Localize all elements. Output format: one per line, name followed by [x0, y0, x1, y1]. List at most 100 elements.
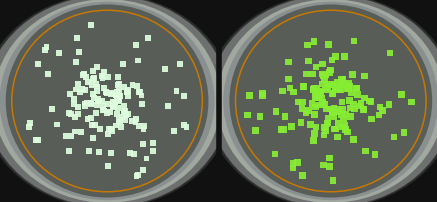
- Point: [183, 125, 190, 129]
- Point: [74, 113, 81, 116]
- Point: [95, 98, 102, 101]
- Point: [101, 86, 108, 89]
- Point: [150, 149, 157, 153]
- Point: [305, 59, 312, 62]
- Point: [344, 87, 351, 90]
- Point: [83, 75, 90, 78]
- Point: [327, 107, 334, 111]
- Point: [113, 112, 120, 116]
- Point: [123, 90, 130, 93]
- Point: [351, 39, 358, 43]
- Point: [338, 77, 345, 80]
- Point: [323, 107, 330, 110]
- Ellipse shape: [205, 0, 437, 202]
- Point: [329, 111, 336, 114]
- Ellipse shape: [208, 0, 437, 202]
- Point: [132, 120, 139, 123]
- Point: [91, 123, 98, 126]
- Point: [311, 90, 318, 94]
- Point: [339, 108, 346, 111]
- Point: [345, 82, 352, 85]
- Point: [340, 81, 347, 85]
- Point: [114, 75, 121, 79]
- Point: [99, 77, 106, 80]
- Point: [113, 124, 120, 127]
- Point: [71, 103, 78, 106]
- Point: [351, 107, 358, 110]
- Point: [107, 127, 114, 130]
- Point: [149, 142, 156, 145]
- Point: [76, 50, 83, 53]
- Point: [67, 113, 74, 116]
- Point: [375, 114, 382, 117]
- Point: [65, 149, 72, 152]
- Point: [138, 94, 145, 97]
- Point: [316, 90, 323, 93]
- Point: [318, 96, 325, 100]
- Point: [113, 93, 120, 96]
- Point: [73, 60, 80, 63]
- Point: [311, 132, 318, 135]
- Point: [312, 105, 319, 109]
- Point: [325, 43, 332, 46]
- Point: [105, 75, 112, 78]
- Point: [305, 109, 312, 112]
- Point: [116, 121, 123, 124]
- Point: [313, 95, 320, 98]
- Point: [320, 163, 327, 167]
- Point: [330, 107, 337, 110]
- Point: [90, 97, 97, 100]
- Point: [316, 97, 323, 100]
- Point: [361, 97, 368, 100]
- Point: [321, 133, 328, 137]
- Point: [109, 105, 116, 108]
- Point: [288, 125, 295, 128]
- Point: [347, 84, 354, 87]
- Point: [349, 73, 356, 76]
- Point: [170, 129, 177, 132]
- Point: [98, 75, 105, 78]
- Point: [54, 123, 61, 126]
- Point: [181, 94, 188, 98]
- Point: [301, 85, 308, 88]
- Point: [326, 165, 333, 168]
- Point: [321, 103, 328, 106]
- Point: [309, 72, 316, 76]
- Point: [335, 108, 342, 111]
- Point: [121, 104, 128, 107]
- Point: [319, 73, 326, 76]
- Point: [96, 100, 103, 103]
- Point: [125, 112, 132, 116]
- Point: [339, 83, 346, 86]
- Point: [84, 81, 91, 84]
- Point: [309, 102, 316, 105]
- Point: [115, 118, 122, 122]
- Point: [329, 109, 336, 113]
- Point: [62, 135, 69, 138]
- Point: [330, 83, 337, 86]
- Point: [138, 102, 145, 105]
- Ellipse shape: [0, 2, 215, 200]
- Point: [83, 101, 90, 104]
- Point: [323, 122, 330, 125]
- Point: [325, 121, 332, 124]
- Point: [285, 77, 292, 81]
- Point: [310, 139, 317, 142]
- Point: [326, 83, 333, 86]
- Point: [299, 174, 306, 177]
- Point: [353, 86, 360, 89]
- Point: [321, 126, 328, 129]
- Point: [299, 85, 306, 88]
- Point: [342, 128, 349, 131]
- Point: [135, 124, 142, 128]
- Point: [362, 149, 369, 153]
- Point: [350, 103, 357, 106]
- Point: [109, 101, 116, 104]
- Point: [329, 92, 336, 95]
- Point: [132, 117, 139, 120]
- Point: [43, 46, 50, 49]
- Point: [35, 139, 42, 142]
- Point: [379, 109, 386, 112]
- Point: [271, 152, 278, 156]
- Point: [322, 129, 329, 132]
